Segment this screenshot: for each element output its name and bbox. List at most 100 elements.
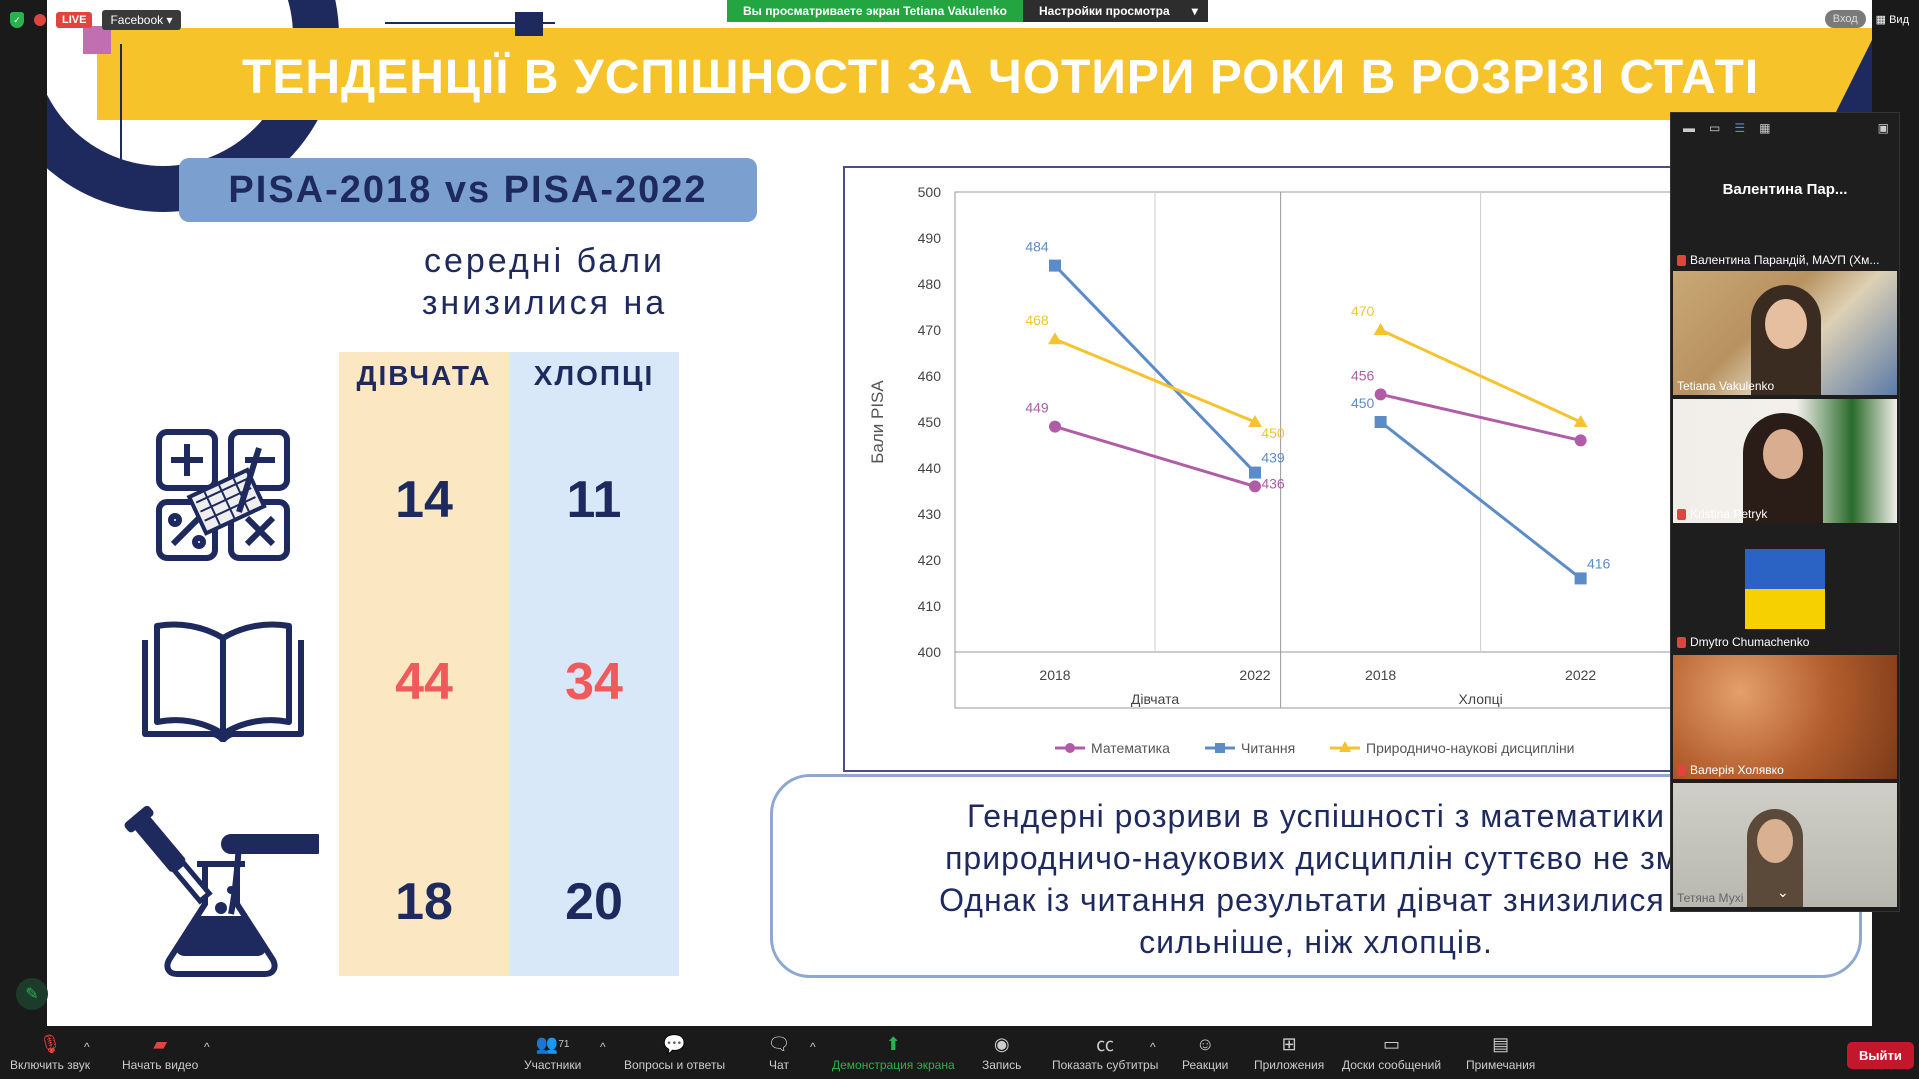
security-shield-icon[interactable]: ✓: [10, 12, 24, 28]
captions-button[interactable]: ㏄ Показать субтитры: [1052, 1034, 1158, 1072]
data-label: 470: [1351, 303, 1375, 319]
data-point: [1248, 415, 1262, 427]
mic-muted-icon: [1677, 508, 1686, 520]
y-tick-label: 430: [918, 506, 942, 522]
gallery-view-icon[interactable]: ▦: [1759, 121, 1771, 135]
screen-share-status: Вы просматриваете экран Tetiana Vakulenk…: [727, 0, 1208, 22]
mic-off-icon: 🎙: [38, 1033, 62, 1054]
y-tick-label: 450: [918, 414, 942, 430]
chevron-down-icon: ▾: [166, 13, 173, 27]
series-line: [1054, 425, 1256, 488]
group-label: Дівчата: [1131, 691, 1179, 707]
participant-tile[interactable]: Валентина Парандій, МАУП (Хм...: [1673, 249, 1897, 269]
strip-view-icon[interactable]: ☰: [1734, 121, 1746, 135]
active-speaker-name: Валентина Пар...: [1722, 181, 1848, 198]
chevron-down-icon: ▾: [1191, 4, 1198, 18]
footnote-line: природничо-наукових дисциплін суттєво не…: [945, 840, 1687, 876]
view-settings-button[interactable]: Настройки просмотра ▾: [1022, 0, 1208, 22]
annotate-pencil-icon[interactable]: ✎: [16, 978, 48, 1010]
reactions-label: Реакции: [1182, 1058, 1229, 1072]
participant-tile[interactable]: Валерія Холявко: [1673, 655, 1897, 779]
y-tick-label: 400: [918, 644, 942, 660]
mic-muted-icon: [1677, 636, 1686, 648]
captions-options-chevron[interactable]: ^: [1150, 1040, 1156, 1054]
participant-face: [1763, 429, 1803, 479]
participants-button[interactable]: 👥 71 Участники: [524, 1033, 582, 1073]
decorative-vertical-line: [120, 44, 122, 204]
apps-label: Приложения: [1254, 1058, 1325, 1072]
data-point: [1249, 466, 1261, 479]
start-video-label: Начать видео: [122, 1058, 199, 1072]
smiley-icon: ☺: [1195, 1033, 1215, 1054]
legend-marker: [1215, 743, 1225, 753]
enter-button[interactable]: Вход: [1824, 10, 1866, 28]
data-label: 439: [1261, 450, 1285, 466]
footnote-line: Однак із читання результати дівчат знизи…: [939, 882, 1693, 918]
boys-science-value: 20: [565, 873, 623, 931]
data-point: [1573, 415, 1588, 427]
data-point: [1049, 420, 1061, 433]
data-label: 436: [1261, 475, 1285, 491]
meeting-toolbar: [0, 1026, 1919, 1079]
chevron-up-icon: ^: [84, 1040, 90, 1054]
top-right-controls: Вход ▦ Вид: [1824, 10, 1909, 28]
legend-marker: [1339, 741, 1351, 752]
shared-slide: ТЕНДЕНЦІЇ В УСПІШНОСТІ ЗА ЧОТИРИ РОКИ В …: [47, 0, 1872, 1026]
view-button[interactable]: ▦ Вид: [1876, 13, 1909, 26]
record-label: Запись: [982, 1058, 1022, 1072]
chevron-down-icon[interactable]: ⌄: [1777, 884, 1789, 900]
decorative-line: [385, 22, 555, 24]
y-tick-label: 460: [918, 368, 942, 384]
stream-target-dropdown[interactable]: Facebook ▾: [102, 10, 181, 30]
participant-tile[interactable]: Kristina Petryk: [1673, 399, 1897, 523]
chevron-up-icon: ^: [1150, 1040, 1156, 1054]
chat-options-chevron[interactable]: ^: [810, 1040, 816, 1054]
captions-icon: ㏄: [1096, 1035, 1115, 1055]
people-icon: 👥 71: [535, 1033, 570, 1054]
boys-header: ХЛОПЦІ: [533, 360, 655, 391]
girls-science-value: 18: [395, 873, 453, 931]
start-video-button[interactable]: ▰ Начать видео: [122, 1034, 199, 1073]
mic-muted-icon: [1677, 254, 1686, 266]
data-point: [1373, 323, 1388, 335]
minimize-icon[interactable]: ▬: [1683, 121, 1695, 135]
unmute-label: Включить звук: [10, 1058, 91, 1072]
share-screen-button[interactable]: ⬆ Демонстрация экрана: [832, 1034, 955, 1073]
pisa-line-chart: 400 410 420 430 440 450 460 470 480 490 500 Бали PI…: [868, 184, 1724, 756]
data-point: [1374, 388, 1387, 401]
footnote-line: Гендерні розриви в успішності з математи…: [967, 798, 1665, 834]
participants-options-chevron[interactable]: ^: [600, 1040, 606, 1054]
unmute-button[interactable]: 🎙 Включить звук: [10, 1033, 91, 1073]
x-tick-label: 2018: [1039, 667, 1070, 683]
legend-marker: [1065, 743, 1075, 753]
audio-options-chevron[interactable]: ^: [84, 1040, 90, 1054]
reactions-button[interactable]: ☺ Реакции: [1182, 1033, 1229, 1073]
chevron-up-icon: ^: [810, 1040, 816, 1054]
participant-tile[interactable]: Тетяна Мухі ⌄: [1673, 783, 1897, 907]
apps-button[interactable]: ⊞ Приложения: [1254, 1034, 1325, 1073]
record-icon: ◉: [993, 1033, 1010, 1054]
qa-label: Вопросы и ответы: [624, 1058, 726, 1072]
pop-out-icon[interactable]: ▣: [1877, 121, 1889, 135]
series-line: [1053, 264, 1257, 474]
group-label: Хлопці: [1459, 691, 1503, 707]
y-tick-label: 410: [918, 598, 942, 614]
chat-button[interactable]: 🗨 Чат: [768, 1034, 791, 1073]
video-options-chevron[interactable]: ^: [204, 1040, 210, 1054]
participant-tile[interactable]: Tetiana Vakulenko: [1673, 271, 1897, 395]
record-button[interactable]: ◉ Запись: [982, 1033, 1022, 1073]
series-line: [1054, 337, 1256, 424]
series-line: [1380, 328, 1582, 424]
participants-label: Участники: [524, 1058, 582, 1072]
speaker-view-icon[interactable]: ▭: [1709, 121, 1721, 135]
legend-label: Математика: [1091, 740, 1170, 756]
notes-button[interactable]: ▤ Примечания: [1466, 1034, 1535, 1073]
plot-area: [954, 191, 1724, 709]
y-tick-label: 470: [918, 322, 942, 338]
participant-tile[interactable]: Dmytro Chumachenko: [1673, 527, 1897, 651]
grid-icon: ▦: [1875, 13, 1887, 26]
whiteboards-button[interactable]: ▭ Доски сообщений: [1342, 1033, 1441, 1073]
whiteboard-icon: ▭: [1383, 1033, 1401, 1054]
leave-button[interactable]: Выйти: [1847, 1042, 1914, 1069]
qa-button[interactable]: 💬 Вопросы и ответы: [624, 1034, 726, 1073]
